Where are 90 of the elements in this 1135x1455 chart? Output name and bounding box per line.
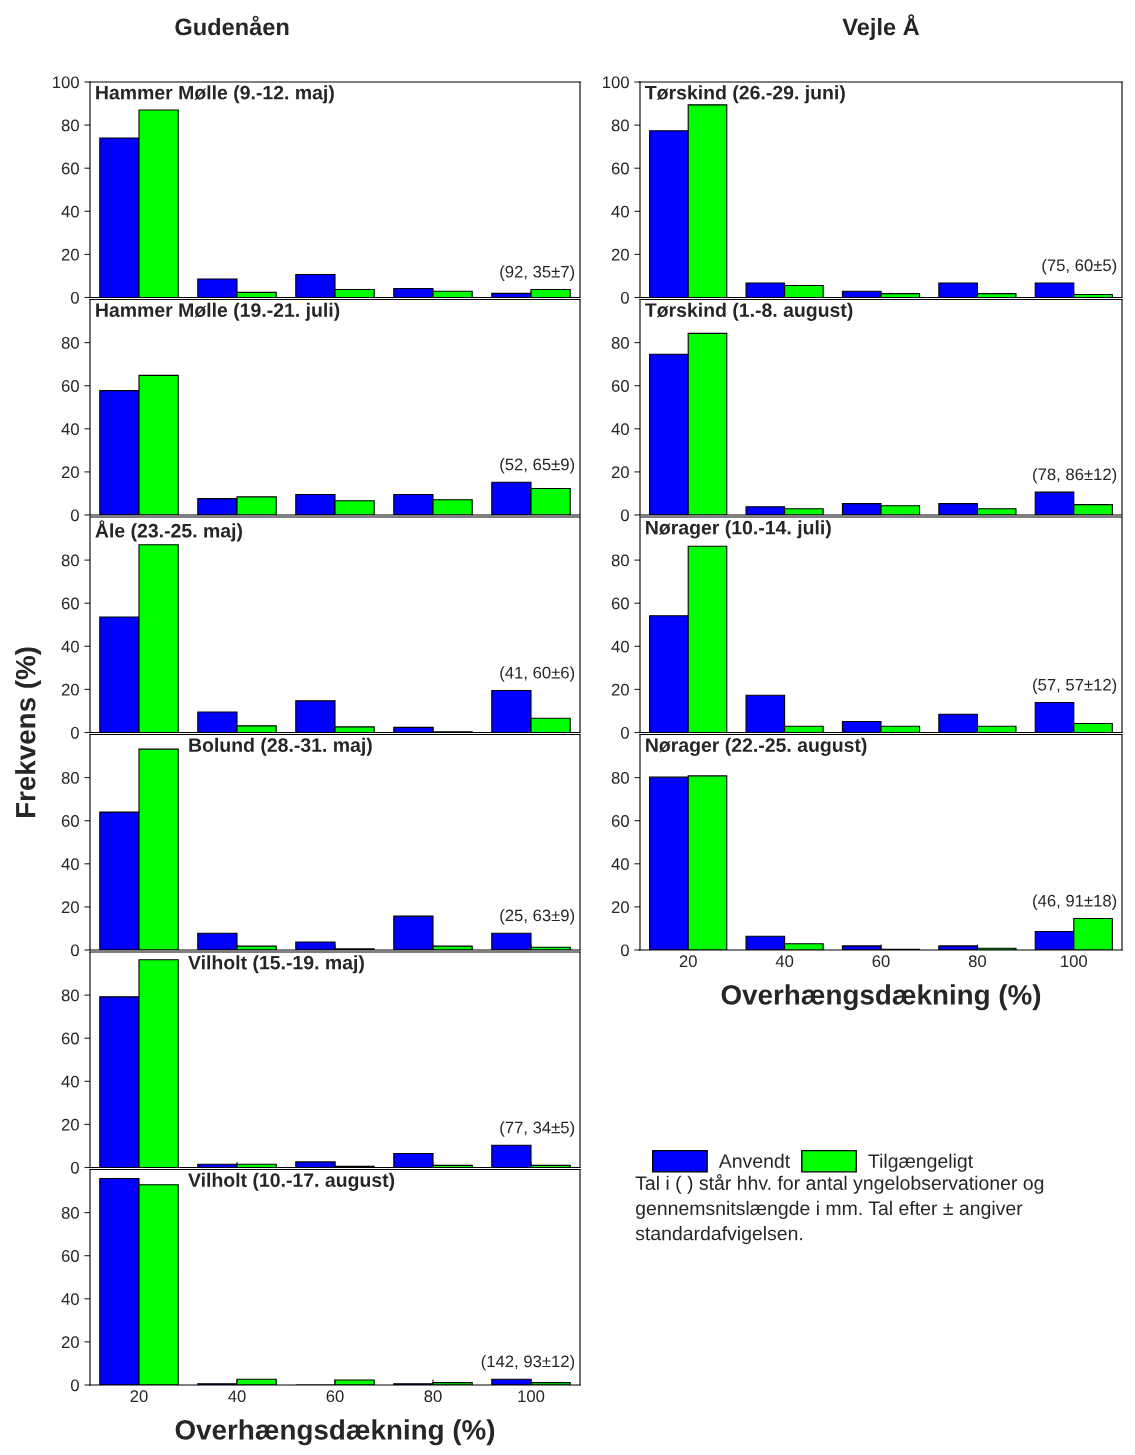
y-tick-label: 60 [61,162,79,175]
y-tick-label: 60 [611,162,629,175]
x-tick-label: 100 [518,1390,545,1403]
y-tick-label: 40 [611,858,629,870]
chart-title: Tørskind (26.-29. juni) [645,85,845,104]
legend-label: Tilgængeligt [868,1153,973,1172]
x-tick-label: 100 [1061,955,1088,968]
y-tick-label: 0 [70,1161,79,1174]
y-tick-label: 40 [61,858,79,870]
y-tick-label: 0 [70,726,79,739]
annotation: (75, 60±5) [1042,258,1117,275]
y-tick-label: 40 [61,205,79,218]
y-tick-label: 20 [611,901,629,914]
chart-title: Vilholt (10.-17. august) [188,1172,395,1191]
annotation: (41, 60±6) [500,666,575,682]
annotation: (52, 65±9) [500,458,575,474]
annotation: (77, 34±5) [500,1121,575,1137]
y-tick-label: 20 [61,466,79,479]
y-tick-label: 80 [611,119,629,132]
chart-title: Bolund (28.-31. maj) [189,737,372,756]
y-tick-label: 60 [611,597,629,610]
annotation: (92, 35±7) [500,265,575,281]
y-tick-label: 20 [611,683,629,696]
x-tick-label: 80 [968,955,987,968]
y-tick-label: 80 [61,989,79,1002]
y-tick-label: 40 [611,205,629,218]
y-tick-label: 40 [611,640,629,653]
y-tick-label: 80 [61,772,79,784]
x-tick-label: 20 [130,1390,148,1403]
y-tick-label: 20 [61,1336,79,1349]
x-axis-title: Overhængsdækning (%) [721,984,1041,1011]
y-tick-label: 60 [61,1250,79,1262]
chart-title: Hammer Mølle (19.-21. juli) [96,302,340,321]
chart-subtitle: Vejle Å [842,14,920,40]
y-tick-label: 40 [61,1075,79,1088]
y-tick-label: 60 [61,815,79,827]
x-axis-title: Overhængsdækning (%) [175,1419,495,1446]
y-tick-label: 0 [620,944,629,957]
x-tick-label: 60 [326,1390,344,1403]
y-tick-label: 0 [70,291,79,304]
y-tick-label: 0 [620,509,629,522]
y-tick-label: 80 [611,337,629,349]
y-tick-label: 60 [61,597,79,610]
y-tick-label: 80 [61,554,79,567]
x-tick-label: 20 [679,955,697,968]
chart-title: Åle (23.-25. maj) [95,520,242,542]
y-tick-label: 40 [61,640,79,653]
annotation: (142, 93±12) [481,1355,575,1371]
x-tick-label: 80 [424,1390,442,1403]
y-tick-label: 0 [70,944,79,957]
y-tick-label: 0 [70,1379,79,1392]
y-tick-label: 20 [611,248,629,261]
annotation: (78, 86±12) [1033,468,1117,484]
y-tick-label: 100 [603,76,629,89]
y-tick-label: 60 [61,380,79,392]
chart-title: Nørager (22.-25. august) [646,737,867,756]
y-tick-label: 0 [620,291,629,304]
y-tick-label: 80 [61,119,79,132]
y-tick-label: 40 [61,423,79,435]
y-axis-title: Frekvens (%) [15,647,41,818]
y-tick-label: 60 [611,815,629,827]
chart-title: Vilholt (15.-19. maj) [188,955,364,974]
y-tick-label: 80 [61,337,79,349]
y-tick-label: 60 [61,1032,79,1045]
x-tick-label: 40 [775,955,794,968]
y-tick-label: 20 [61,683,79,696]
x-tick-label: 40 [228,1390,246,1403]
legend-label: Anvendt [718,1153,790,1168]
y-tick-label: 20 [611,466,629,479]
y-tick-label: 20 [61,1118,79,1131]
y-tick-label: 80 [611,554,629,567]
y-tick-label: 40 [61,1293,79,1305]
y-tick-label: 20 [61,901,79,914]
y-tick-label: 60 [611,380,629,392]
chart-subtitle: Gudenåen [175,15,289,36]
y-tick-label: 100 [53,76,79,89]
y-tick-label: 40 [611,423,629,435]
x-tick-label: 60 [872,955,890,968]
chart-title: Tørskind (1.-8. august) [645,302,853,321]
text: Tal i ( ) står hhv. for antal yngelobservationer og gennemsnitslængde i mm. Tal efter ± angiver standardafvigelsen. [635,1174,1044,1245]
y-tick-label: 20 [61,248,79,261]
chart-title: Hammer Mølle (9.-12. maj) [96,85,334,104]
y-tick-label: 80 [611,772,629,784]
y-tick-label: 0 [620,726,629,739]
chart-title: Nørager (10.-14. juli) [646,520,831,539]
annotation: (46, 91±18) [1033,894,1117,910]
annotation: (57, 57±12) [1033,678,1117,694]
y-tick-label: 80 [61,1207,79,1219]
annotation: (25, 63±9) [500,909,575,925]
y-tick-label: 0 [70,509,79,522]
